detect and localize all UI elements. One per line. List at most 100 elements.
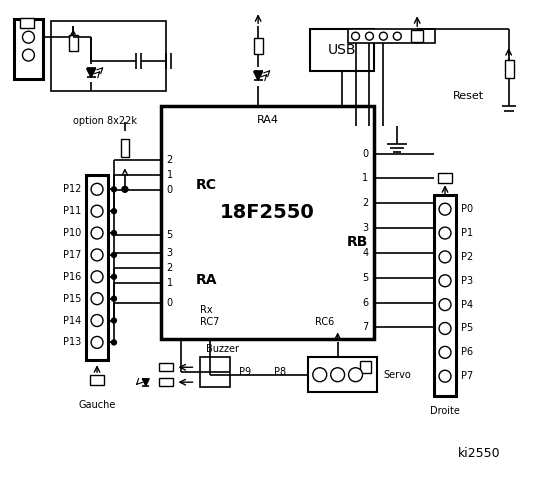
- Circle shape: [112, 209, 117, 214]
- Bar: [308, 357, 377, 392]
- Text: RC: RC: [195, 178, 216, 192]
- Text: P17: P17: [62, 250, 81, 260]
- Text: RC7: RC7: [200, 316, 220, 326]
- Text: P11: P11: [63, 206, 81, 216]
- Bar: [434, 195, 456, 396]
- Circle shape: [439, 203, 451, 215]
- Text: Servo: Servo: [383, 370, 411, 380]
- Text: Rx: Rx: [200, 305, 213, 314]
- Text: P12: P12: [62, 184, 81, 194]
- Text: P5: P5: [461, 324, 473, 334]
- Circle shape: [122, 186, 128, 192]
- Text: Reset: Reset: [453, 91, 484, 101]
- Polygon shape: [142, 379, 149, 385]
- Circle shape: [439, 347, 451, 358]
- Text: P0: P0: [461, 204, 473, 214]
- Bar: [359, 361, 372, 373]
- Text: Buzzer: Buzzer: [206, 344, 239, 354]
- Circle shape: [348, 368, 363, 382]
- Circle shape: [23, 49, 34, 61]
- Text: 4: 4: [362, 248, 368, 258]
- Text: 5: 5: [362, 273, 368, 283]
- Polygon shape: [254, 72, 263, 81]
- Bar: [310, 29, 374, 71]
- Bar: [254, 38, 263, 54]
- Text: 1: 1: [166, 278, 173, 288]
- Circle shape: [439, 227, 451, 239]
- Text: RA4: RA4: [257, 115, 279, 125]
- Circle shape: [439, 275, 451, 287]
- Circle shape: [331, 368, 345, 382]
- Text: P6: P6: [461, 348, 473, 357]
- Circle shape: [112, 296, 117, 301]
- Circle shape: [352, 32, 359, 40]
- Circle shape: [112, 187, 117, 192]
- Bar: [438, 173, 452, 183]
- Circle shape: [393, 32, 401, 40]
- Bar: [69, 35, 78, 51]
- Circle shape: [91, 205, 103, 217]
- Circle shape: [112, 340, 117, 345]
- Text: 2: 2: [362, 198, 368, 208]
- Text: Droite: Droite: [430, 406, 460, 416]
- Text: P1: P1: [461, 228, 473, 238]
- Bar: [90, 375, 104, 385]
- Text: option 8x22k: option 8x22k: [73, 116, 137, 126]
- Circle shape: [112, 230, 117, 236]
- Bar: [159, 378, 173, 386]
- Text: 6: 6: [362, 298, 368, 308]
- Circle shape: [379, 32, 387, 40]
- Text: P13: P13: [63, 337, 81, 348]
- Bar: [13, 19, 43, 79]
- Text: 18F2550: 18F2550: [220, 203, 315, 222]
- Text: 0: 0: [166, 185, 173, 195]
- Text: P8: P8: [274, 367, 286, 377]
- Text: P9: P9: [239, 367, 251, 377]
- Text: 5: 5: [166, 230, 173, 240]
- Polygon shape: [87, 69, 96, 77]
- Circle shape: [439, 251, 451, 263]
- Circle shape: [91, 293, 103, 305]
- Text: P15: P15: [62, 294, 81, 304]
- Circle shape: [313, 368, 327, 382]
- Circle shape: [23, 31, 34, 43]
- Circle shape: [91, 249, 103, 261]
- Circle shape: [91, 314, 103, 326]
- Text: 2: 2: [166, 156, 173, 166]
- Circle shape: [112, 318, 117, 323]
- Text: P16: P16: [63, 272, 81, 282]
- Bar: [20, 18, 34, 28]
- Circle shape: [112, 252, 117, 257]
- Text: P2: P2: [461, 252, 473, 262]
- Circle shape: [439, 323, 451, 335]
- Circle shape: [91, 271, 103, 283]
- Bar: [86, 175, 108, 360]
- Bar: [121, 139, 129, 157]
- Circle shape: [91, 227, 103, 239]
- Text: P10: P10: [63, 228, 81, 238]
- Bar: [411, 30, 423, 42]
- Text: RB: RB: [347, 236, 368, 250]
- Bar: [159, 363, 173, 371]
- Circle shape: [91, 336, 103, 348]
- Text: P7: P7: [461, 371, 473, 381]
- Text: P4: P4: [461, 300, 473, 310]
- Text: RA: RA: [195, 273, 217, 287]
- Text: P3: P3: [461, 276, 473, 286]
- Bar: [161, 106, 374, 339]
- Circle shape: [366, 32, 373, 40]
- Text: 2: 2: [166, 263, 173, 273]
- Text: 0: 0: [166, 298, 173, 308]
- Text: 3: 3: [362, 223, 368, 233]
- Bar: [348, 29, 435, 43]
- Text: 7: 7: [362, 323, 368, 333]
- Text: 3: 3: [166, 248, 173, 258]
- Circle shape: [91, 183, 103, 195]
- Bar: [200, 357, 230, 387]
- Text: P14: P14: [63, 315, 81, 325]
- Text: 0: 0: [362, 148, 368, 158]
- Text: RC6: RC6: [315, 316, 335, 326]
- Bar: [505, 60, 514, 78]
- Text: ki2550: ki2550: [457, 447, 500, 460]
- Text: 1: 1: [166, 170, 173, 180]
